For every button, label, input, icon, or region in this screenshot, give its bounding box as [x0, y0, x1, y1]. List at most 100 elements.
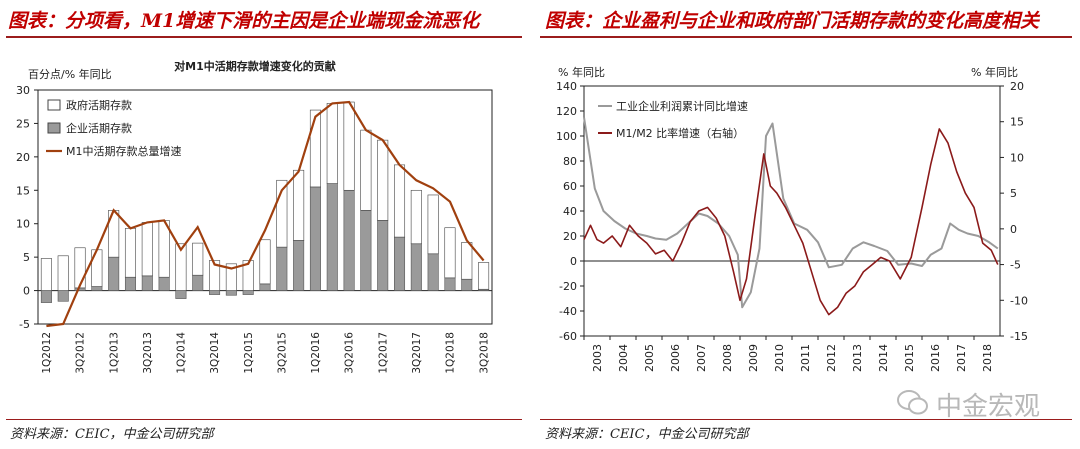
legend-swatch-government: [47, 99, 61, 111]
right-left-y-tick-label: 40: [563, 205, 577, 218]
right-source-note: 资料来源：CEIC，中金公司研究部: [545, 427, 749, 442]
bar-government: [40, 258, 52, 291]
bar-government: [326, 103, 338, 184]
left-x-tick-label: 3Q2012: [75, 332, 87, 374]
right-x-tick-label: 2005: [643, 344, 656, 372]
bar-enterprise: [309, 186, 321, 291]
right-x-tick-label: 2006: [669, 344, 682, 372]
right-left-y-tick-label: 20: [563, 230, 577, 243]
left-x-tick-label: 3Q2013: [142, 332, 154, 374]
bar-government: [124, 228, 136, 278]
bar-government: [141, 222, 153, 277]
right-y-axis-label-left: % 年同比: [558, 65, 605, 79]
bar-government: [175, 243, 187, 291]
left-footer-rule: [6, 419, 522, 420]
left-x-tick-label: 3Q2016: [344, 332, 356, 374]
legend-label-enterprise: 企业活期存款: [66, 121, 132, 135]
bar-enterprise: [394, 236, 406, 291]
right-left-y-tick-label: -20: [559, 280, 577, 293]
bar-government: [478, 262, 490, 290]
bar-enterprise: [175, 290, 187, 299]
left-y-tick-label: -5: [19, 318, 30, 331]
right-right-y-tick-label: 0: [1010, 223, 1017, 236]
right-x-tick-label: 2016: [929, 344, 942, 372]
bar-enterprise: [108, 256, 120, 291]
right-plot-frame: [583, 85, 1001, 337]
left-x-tick-label: 1Q2014: [176, 332, 188, 374]
bar-enterprise: [427, 253, 439, 291]
right-x-tick-label: 2013: [851, 344, 864, 372]
left-source-note: 资料来源：CEIC，中金公司研究部: [10, 427, 214, 442]
bar-enterprise: [124, 276, 136, 291]
right-right-y-tick-label: 10: [1010, 151, 1024, 164]
bar-enterprise: [225, 290, 237, 296]
bar-enterprise: [293, 240, 305, 291]
bar-enterprise: [158, 276, 170, 291]
bar-government: [444, 227, 456, 279]
right-x-tick-label: 2007: [695, 344, 708, 372]
watermark-text: 中金宏观: [936, 392, 1041, 422]
right-x-tick-label: 2012: [825, 344, 838, 372]
left-y-tick-label: 30: [16, 84, 30, 97]
right-left-y-tick-label: 0: [570, 255, 577, 268]
bar-enterprise: [326, 183, 338, 291]
right-x-tick-label: 2017: [955, 344, 968, 372]
left-x-tick-label: 1Q2018: [445, 332, 457, 374]
right-right-y-tick-label: 5: [1010, 187, 1017, 200]
bar-enterprise: [259, 283, 271, 291]
right-x-tick-label: 2003: [591, 344, 604, 372]
left-y-tick-label: 15: [16, 184, 30, 197]
left-y-tick-label: 0: [23, 285, 30, 298]
bar-enterprise: [209, 290, 221, 295]
left-x-tick-label: 3Q2018: [478, 332, 490, 374]
bar-enterprise: [461, 278, 473, 291]
bar-government: [461, 242, 473, 280]
bar-government: [394, 164, 406, 238]
bar-government: [209, 260, 221, 291]
right-left-y-tick-label: 120: [556, 105, 577, 118]
bar-enterprise: [192, 274, 204, 291]
right-y-axis-label-right: % 年同比: [971, 65, 1018, 79]
legend-label-m1-m2-ratio: M1/M2 比率增速（右轴）: [616, 126, 744, 140]
bar-enterprise: [57, 290, 69, 302]
left-x-tick-label: 3Q2015: [276, 332, 288, 374]
left-x-tick-label: 1Q2017: [377, 332, 389, 374]
bar-government: [293, 169, 305, 241]
left-x-tick-label: 1Q2016: [310, 332, 322, 374]
left-x-tick-label: 1Q2013: [108, 332, 120, 374]
bar-enterprise: [377, 220, 389, 291]
left-chart-title: 对M1中活期存款增速变化的贡献: [174, 59, 336, 73]
left-y-axis-label: 百分点/% 年同比: [28, 67, 112, 81]
bar-government: [276, 179, 288, 248]
right-left-y-tick-label: 100: [556, 130, 577, 143]
right-left-y-tick-label: -40: [559, 305, 577, 318]
bar-government: [343, 101, 355, 191]
legend-swatch-enterprise: [47, 122, 61, 134]
right-legend: 工业企业利润累计同比增速 M1/M2 比率增速（右轴）: [598, 99, 748, 140]
right-x-tick-label: 2011: [799, 344, 812, 372]
bar-enterprise: [242, 290, 254, 295]
bar-government: [360, 129, 372, 211]
bar-enterprise: [343, 189, 355, 291]
line-m1-total: [46, 100, 485, 328]
right-left-y-tick-label: 60: [563, 180, 577, 193]
bar-enterprise: [410, 243, 422, 291]
right-right-y-tick-label: -15: [1010, 330, 1028, 343]
bar-enterprise: [74, 287, 86, 291]
left-plot-frame: [37, 89, 493, 325]
right-x-tick-label: 2008: [721, 344, 734, 372]
bar-enterprise: [360, 210, 372, 291]
legend-label-government: 政府活期存款: [66, 98, 132, 112]
right-panel-header: 图表：企业盈利与企业和政府部门活期存款的变化高度相关: [545, 10, 1040, 32]
left-y-tick-label: 5: [23, 251, 30, 264]
legend-label-industrial-profit: 工业企业利润累计同比增速: [616, 99, 748, 113]
left-x-tick-label: 1Q2015: [243, 332, 255, 374]
right-left-y-tick-label: 140: [556, 80, 577, 93]
right-x-tick-label: 2009: [747, 344, 760, 372]
wechat-icon: [897, 390, 928, 415]
bar-government: [242, 260, 254, 291]
legend-label-m1-total: M1中活期存款总量增速: [66, 144, 182, 158]
bar-government: [74, 247, 86, 289]
bar-government: [192, 242, 204, 276]
